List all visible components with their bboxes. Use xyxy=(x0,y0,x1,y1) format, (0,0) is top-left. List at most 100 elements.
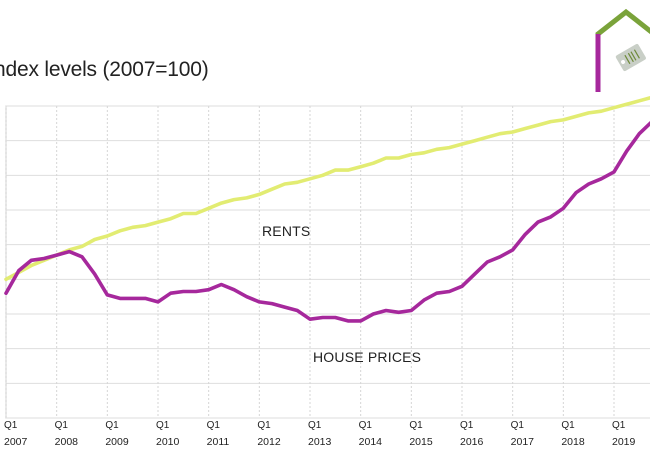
data-point xyxy=(93,238,96,241)
data-point xyxy=(118,297,122,300)
data-point xyxy=(397,311,400,314)
data-point xyxy=(460,285,464,288)
chart-title: ndex levels (2007=100) xyxy=(0,58,209,81)
data-point xyxy=(308,177,312,180)
data-point xyxy=(562,207,565,210)
x-tick-quarter: Q1 xyxy=(105,420,119,431)
x-tick-year: 2011 xyxy=(207,436,230,448)
data-point xyxy=(435,148,438,151)
x-tick-quarter: Q1 xyxy=(460,420,474,431)
data-point xyxy=(334,316,337,319)
data-point xyxy=(625,149,628,153)
x-tick-year: 2018 xyxy=(561,436,585,448)
x-tick-year: 2012 xyxy=(257,436,281,448)
series-line-house_prices xyxy=(4,121,650,323)
data-point xyxy=(486,260,489,264)
data-point xyxy=(156,220,160,224)
data-point xyxy=(169,292,172,295)
data-point xyxy=(118,229,122,232)
x-tick-year: 2009 xyxy=(105,436,129,448)
data-point xyxy=(4,278,8,281)
data-point xyxy=(536,220,540,224)
data-point xyxy=(308,318,312,321)
data-point xyxy=(384,156,388,160)
data-point xyxy=(169,217,172,220)
data-point xyxy=(625,103,628,106)
data-point xyxy=(612,106,616,109)
data-point xyxy=(524,233,527,236)
data-point xyxy=(131,297,134,300)
data-point xyxy=(384,309,388,312)
data-point xyxy=(245,196,248,200)
data-point xyxy=(574,191,578,194)
data-point xyxy=(156,300,160,304)
data-point xyxy=(498,132,502,135)
data-point xyxy=(131,226,134,229)
data-point xyxy=(68,250,71,253)
data-point xyxy=(321,316,324,319)
data-point xyxy=(346,319,350,323)
data-point xyxy=(80,255,84,258)
data-point xyxy=(106,234,109,238)
data-point xyxy=(359,319,362,323)
data-point xyxy=(422,151,426,154)
data-point xyxy=(587,111,590,115)
data-point xyxy=(536,123,540,127)
data-point xyxy=(296,181,299,184)
data-point xyxy=(17,269,20,272)
x-tick-quarter: Q1 xyxy=(257,420,271,431)
data-point xyxy=(93,272,96,276)
data-point xyxy=(80,245,84,248)
data-point xyxy=(207,207,210,210)
data-point xyxy=(372,162,375,165)
data-point xyxy=(194,290,198,293)
data-point xyxy=(448,146,451,149)
x-tick-year: 2016 xyxy=(460,436,484,448)
data-point xyxy=(30,264,33,267)
data-point xyxy=(194,212,198,215)
x-tick-quarter: Q1 xyxy=(4,420,18,431)
data-point xyxy=(397,156,400,160)
data-point xyxy=(106,293,109,297)
x-axis: Q1 2007 Q1 2008 Q1 2009 Q1 2010 Q1 2011 Q1 2012 Q1 20… xyxy=(4,420,636,448)
brand-logo xyxy=(594,8,650,94)
data-point xyxy=(524,127,527,130)
data-point xyxy=(4,292,8,295)
x-tick-year: 2010 xyxy=(156,436,180,448)
data-point xyxy=(372,312,375,316)
data-point xyxy=(144,224,147,227)
data-point xyxy=(549,120,552,123)
data-point xyxy=(498,255,502,258)
x-tick-quarter: Q1 xyxy=(359,420,373,431)
x-tick-quarter: Q1 xyxy=(308,420,322,431)
data-point xyxy=(435,292,438,295)
data-point xyxy=(245,295,248,298)
x-tick-year: 2008 xyxy=(55,436,79,448)
annotation-layer: RENTS HOUSE PRICES xyxy=(262,223,421,365)
data-point xyxy=(321,174,324,177)
x-tick-quarter: Q1 xyxy=(55,420,69,431)
data-point xyxy=(587,182,590,186)
data-point xyxy=(220,283,223,286)
data-point xyxy=(612,170,616,174)
grid xyxy=(5,105,650,419)
plot-frame xyxy=(5,105,650,419)
x-tick-year: 2007 xyxy=(4,436,28,448)
data-point xyxy=(473,139,476,142)
data-point xyxy=(232,198,236,201)
data-point xyxy=(220,201,223,205)
x-tick-year: 2013 xyxy=(308,436,332,448)
data-point xyxy=(144,297,147,300)
data-point xyxy=(258,193,261,196)
data-point xyxy=(511,130,514,134)
data-point xyxy=(270,302,274,305)
data-point xyxy=(511,248,514,252)
data-point xyxy=(448,290,451,293)
data-point xyxy=(334,168,337,172)
data-point xyxy=(574,115,578,118)
data-point xyxy=(638,132,641,135)
data-point xyxy=(207,288,210,291)
x-tick-quarter: Q1 xyxy=(409,420,423,431)
data-point xyxy=(283,305,286,309)
series-layer xyxy=(4,95,650,323)
